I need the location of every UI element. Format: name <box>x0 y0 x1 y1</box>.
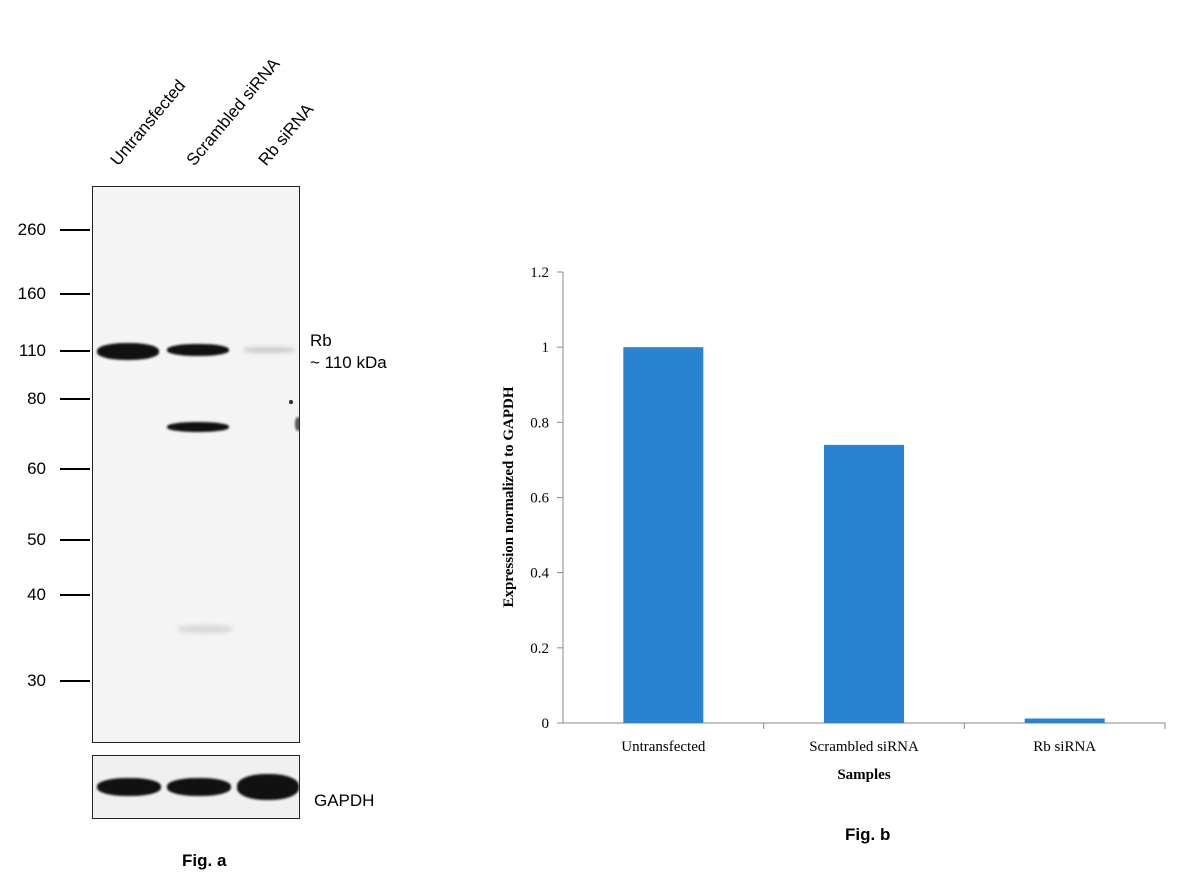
y-tick-label: 0.2 <box>530 641 549 657</box>
rb-band-untransfected <box>97 343 159 360</box>
nonspecific-band-scrambled <box>167 422 229 432</box>
bar-untransfected <box>623 347 704 723</box>
y-tick-label: 0.8 <box>530 415 549 431</box>
mw-tick <box>60 229 90 231</box>
rb-band-rb-sirna <box>243 347 295 353</box>
mw-tick <box>60 594 90 596</box>
y-tick-label: 0.4 <box>530 566 549 582</box>
bar-rb-sirna <box>1024 718 1105 723</box>
mw-tick <box>60 680 90 682</box>
figure-a-caption: Fig. a <box>182 851 227 870</box>
mw-tick <box>60 539 90 541</box>
x-tick-label: Untransfected <box>621 739 706 755</box>
mw-marker-60: 60 <box>27 459 46 478</box>
mw-tick <box>60 293 90 295</box>
y-tick-label: 1 <box>542 340 550 356</box>
mw-marker-110: 110 <box>18 341 46 360</box>
target-size-label: ~ 110 kDa <box>310 353 387 372</box>
mw-marker-160: 160 <box>17 284 46 303</box>
mw-tick <box>60 350 90 352</box>
mw-marker-260: 260 <box>17 220 46 239</box>
x-tick-label: Scrambled siRNA <box>809 739 919 755</box>
y-axis-title: Expression normalized to GAPDH <box>501 386 517 607</box>
blot-speck <box>289 400 293 404</box>
mw-marker-50: 50 <box>27 530 46 549</box>
western-blot-panel <box>92 186 300 743</box>
mw-tick <box>60 398 90 400</box>
x-tick-label: Rb siRNA <box>1033 739 1096 755</box>
y-tick-label: 0 <box>542 716 550 732</box>
loading-control-label: GAPDH <box>314 791 375 810</box>
mw-marker-40: 40 <box>27 585 46 604</box>
blot-edge-mark <box>295 417 299 431</box>
mw-marker-80: 80 <box>27 389 46 408</box>
y-tick-label: 0.6 <box>530 491 549 507</box>
x-axis-title: Samples <box>837 767 891 783</box>
gapdh-band-scrambled <box>167 778 231 796</box>
mw-tick <box>60 468 90 470</box>
gapdh-band-untransfected <box>97 778 161 796</box>
bar-scrambled-sirna <box>824 444 904 723</box>
figure-b-caption: Fig. b <box>845 825 891 844</box>
y-tick-label: 1.2 <box>530 265 549 281</box>
faint-band-scrambled <box>177 625 233 633</box>
target-protein-label: Rb <box>310 331 332 350</box>
mw-marker-30: 30 <box>27 671 46 690</box>
gapdh-blot-panel <box>92 755 300 819</box>
rb-band-scrambled <box>167 344 229 356</box>
gapdh-band-rb-sirna <box>237 774 299 800</box>
